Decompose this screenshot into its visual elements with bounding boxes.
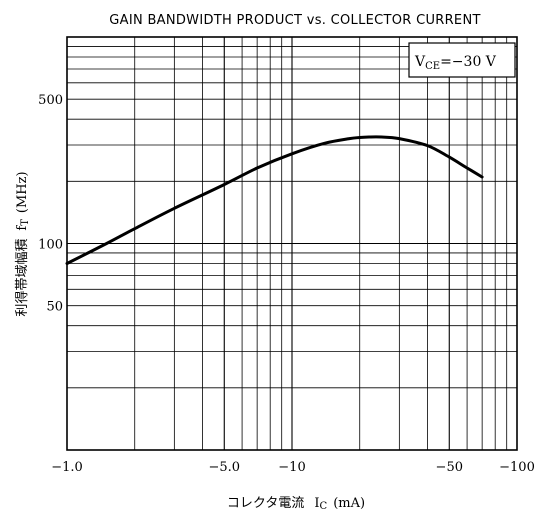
y-axis-label-prefix: 利得帯域幅積 <box>14 239 30 317</box>
y-tick-label: 100 <box>38 238 63 253</box>
x-tick-label: −100 <box>499 460 535 475</box>
major-grid <box>67 37 517 450</box>
annotation-value: =−30 V <box>440 54 497 70</box>
annotation-sub: CE <box>425 61 440 72</box>
annotation-box: VCE=−30 V <box>408 42 516 78</box>
plot-frame <box>66 36 518 451</box>
y-tick-label: 500 <box>38 93 63 108</box>
annotation-prefix: V <box>414 54 426 70</box>
chart-title: GAIN BANDWIDTH PRODUCT vs. COLLECTOR CUR… <box>109 13 480 28</box>
x-tick-label: −5.0 <box>208 460 240 475</box>
x-axis-label: コレクタ電流 IC (mA) <box>227 496 365 512</box>
x-tick-label: −50 <box>436 460 463 475</box>
y-axis-label-sub: T <box>20 219 31 226</box>
x-axis-label-unit: (mA) <box>333 496 365 511</box>
x-axis-label-sub: C <box>320 501 328 512</box>
y-axis-label-symbol: f <box>15 225 30 231</box>
series-line <box>65 135 484 265</box>
y-axis-label: 利得帯域幅積 fT (MHz) <box>14 171 31 316</box>
minor-grid <box>67 37 517 450</box>
x-axis-label-symbol: I <box>314 496 319 511</box>
x-axis-label-prefix: コレクタ電流 <box>227 496 304 511</box>
x-tick-label: −10 <box>278 460 305 475</box>
y-tick-labels: 50 100 500 <box>38 93 63 315</box>
svg-text:VCE=−30 V: VCE=−30 V <box>414 54 497 72</box>
y-tick-label: 50 <box>46 300 63 315</box>
y-axis-label-unit: (MHz) <box>15 171 30 213</box>
x-tick-label: −1.0 <box>51 460 83 475</box>
x-tick-labels: −1.0 −5.0 −10 −50 −100 <box>51 460 535 475</box>
